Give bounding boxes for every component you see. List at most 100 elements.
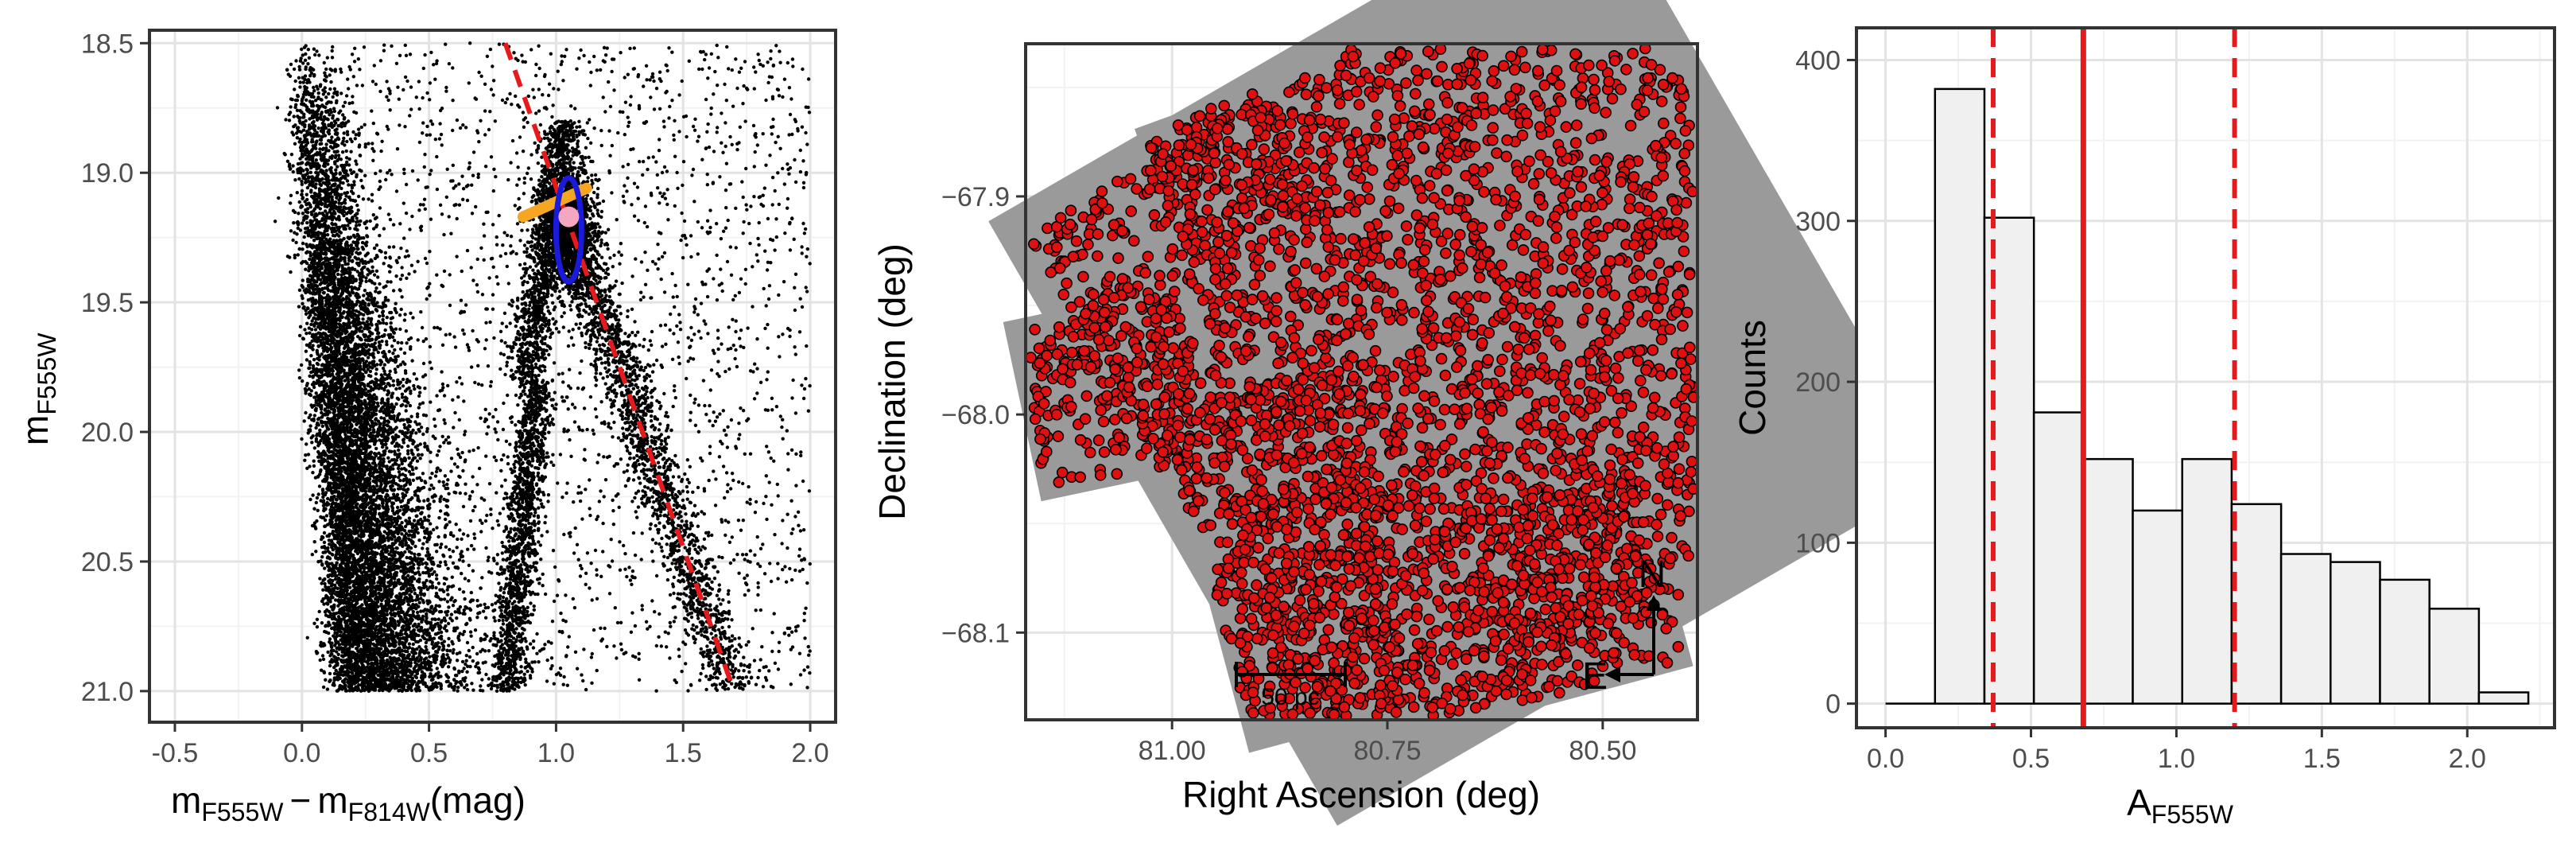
- cmd-point: [305, 442, 308, 446]
- cmd-point: [377, 688, 382, 693]
- cmd-point: [332, 87, 337, 91]
- cmd-point: [320, 581, 324, 585]
- cmd-point: [308, 464, 312, 468]
- cmd-point: [383, 328, 387, 332]
- cmd-point: [304, 267, 308, 271]
- cmd-point: [475, 616, 479, 620]
- cmd-point: [320, 281, 324, 285]
- cmd-point: [302, 419, 306, 423]
- cmd-point: [385, 446, 389, 450]
- cmd-point: [358, 154, 363, 157]
- cmd-point: [364, 279, 368, 283]
- cmd-point: [421, 614, 425, 619]
- cmd-point: [376, 275, 380, 279]
- cmd-point: [375, 552, 379, 556]
- cmd-point: [301, 301, 305, 305]
- cmd-point: [463, 597, 467, 601]
- cmd-point: [316, 449, 320, 454]
- cmd-point: [300, 47, 304, 52]
- cmd-point: [321, 503, 326, 507]
- cmd-point: [311, 348, 315, 352]
- cmd-point: [435, 542, 439, 546]
- cmd-point: [411, 624, 416, 628]
- cmd-point: [406, 444, 410, 449]
- cmd-point: [401, 384, 405, 388]
- cmd-point: [330, 154, 335, 158]
- cmd-point: [347, 101, 351, 106]
- cmd-point: [321, 685, 326, 690]
- cmd-point: [450, 585, 454, 589]
- cmd-point: [416, 448, 420, 452]
- cmd-point: [310, 441, 314, 445]
- cmd-point: [324, 142, 328, 146]
- cmd-point: [316, 492, 320, 496]
- cmd-point: [483, 637, 487, 641]
- cmd-point: [444, 619, 448, 623]
- cmd-point: [304, 453, 308, 457]
- cmd-point: [382, 530, 386, 534]
- cmd-point: [333, 631, 337, 636]
- cmd-point: [402, 437, 406, 441]
- cmd-point: [318, 179, 322, 183]
- cmd-point: [413, 552, 417, 557]
- cmd-point: [343, 538, 347, 542]
- cmd-point: [421, 413, 426, 417]
- cmd-point: [464, 659, 468, 663]
- cmd-point: [483, 616, 488, 620]
- cmd-point: [316, 455, 320, 459]
- cmd-point: [411, 478, 416, 482]
- cmd-point: [442, 616, 447, 620]
- cmd-point: [338, 352, 342, 356]
- cmd-point: [429, 620, 433, 624]
- cmd-point: [308, 257, 312, 262]
- cmd-point: [339, 125, 343, 129]
- cmd-point: [314, 391, 318, 395]
- cmd-point: [352, 180, 356, 184]
- cmd-point: [304, 259, 308, 264]
- cmd-point: [444, 499, 449, 503]
- cmd-point: [375, 474, 380, 479]
- cmd-point: [324, 158, 329, 163]
- cmd-point: [312, 464, 316, 468]
- cmd-point: [362, 293, 366, 297]
- cmd-point: [295, 232, 299, 236]
- cmd-point: [463, 430, 467, 433]
- cmd-point: [471, 659, 475, 663]
- cmd-point: [391, 289, 396, 293]
- cmd-point: [292, 67, 297, 72]
- cmd-point: [381, 351, 385, 355]
- cmd-point: [389, 321, 393, 325]
- cmd-point: [386, 411, 390, 415]
- cmd-point: [399, 403, 403, 408]
- cmd-point: [297, 375, 302, 380]
- cmd-point: [382, 321, 386, 325]
- cmd-point: [407, 642, 412, 646]
- cmd-point: [468, 519, 473, 523]
- cmd-point: [451, 561, 456, 566]
- cmd-point: [328, 679, 332, 683]
- cmd-point: [396, 340, 400, 344]
- cmd-point: [301, 286, 305, 290]
- cmd-point: [312, 385, 316, 390]
- cmd-point: [429, 460, 433, 464]
- cmd-point: [448, 547, 452, 552]
- cmd-point: [308, 254, 312, 258]
- cmd-point: [399, 617, 404, 621]
- cmd-point: [300, 182, 304, 186]
- cmd-point: [388, 369, 392, 373]
- cmd-point: [375, 484, 379, 488]
- cmd-point: [301, 53, 305, 57]
- cmd-point: [382, 286, 386, 290]
- cmd-point: [438, 445, 442, 449]
- cmd-point: [365, 320, 369, 324]
- cmd-point: [397, 470, 402, 474]
- cmd-point: [421, 432, 425, 437]
- cmd-point: [302, 235, 306, 239]
- cmd-point: [305, 383, 309, 387]
- cmd-point: [398, 386, 402, 391]
- cmd-point: [435, 453, 440, 457]
- cmd-point: [298, 325, 303, 328]
- cmd-point: [312, 621, 316, 625]
- cmd-point: [317, 609, 321, 614]
- cmd-point: [355, 551, 360, 556]
